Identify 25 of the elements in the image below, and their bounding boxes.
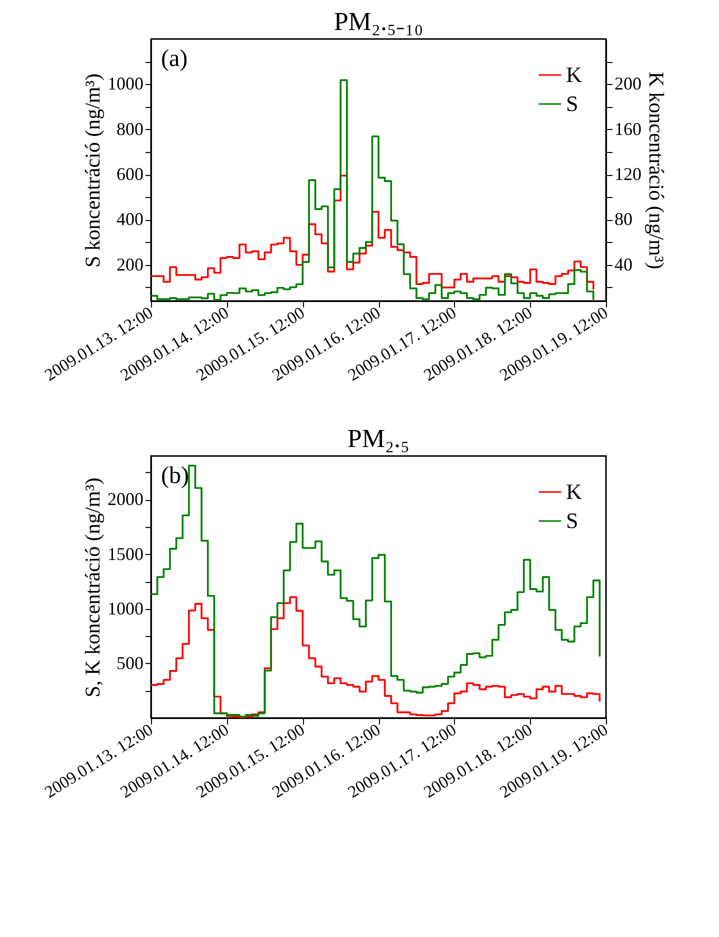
legend-label: K [566, 479, 582, 504]
y-tick-label: 400 [116, 209, 144, 230]
y2-tick-label: 200 [614, 74, 642, 94]
legend-label: S [566, 508, 578, 533]
y2-tick-label: 40 [614, 254, 632, 274]
legend-label: K [566, 62, 582, 87]
y-tick-label: 800 [116, 118, 144, 139]
y2-tick-label: 160 [614, 118, 642, 139]
annotation: (b) [161, 463, 189, 489]
y-tick-label: 500 [116, 652, 144, 673]
y-tick-label: 1000 [108, 598, 144, 618]
y-tick-label: 2000 [108, 489, 144, 510]
chart-title: PM₂.₅ [347, 424, 410, 453]
y2-tick-label: 120 [614, 164, 642, 184]
y-tick-label: 1500 [108, 544, 144, 564]
annotation: (a) [161, 46, 188, 72]
y2-tick-label: 80 [614, 209, 632, 230]
y-tick-label: 200 [116, 254, 144, 274]
y-tick-label: 1000 [108, 74, 144, 94]
y2-axis-title: K koncentráció (ng/m³) [644, 72, 668, 270]
y-axis-title: S, K koncentráció (ng/m³) [80, 478, 104, 698]
y-tick-label: 600 [116, 164, 144, 184]
chart-title: PM₂.₅₋₁₀ [334, 7, 424, 36]
legend-label: S [566, 91, 578, 116]
y-axis-title: S koncentráció (ng/m³) [80, 73, 104, 268]
